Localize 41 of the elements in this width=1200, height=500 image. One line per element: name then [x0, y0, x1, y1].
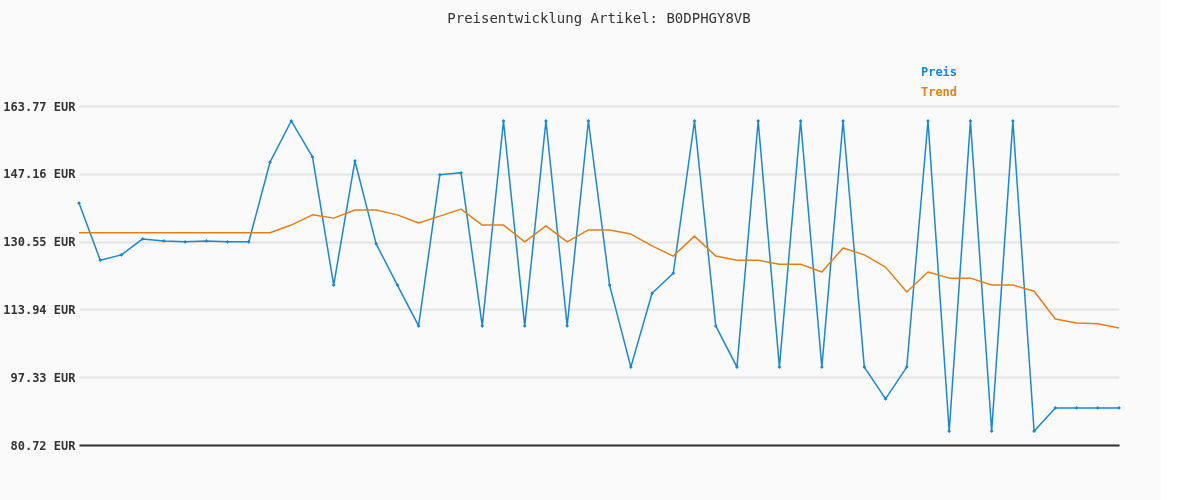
y-tick-label: 97.33 EUR [10, 370, 77, 385]
point [480, 324, 485, 328]
point [1074, 406, 1079, 410]
line-series [77, 119, 1121, 434]
point [310, 155, 315, 159]
point [1053, 406, 1058, 410]
y-tick-label: 113.94 EUR [3, 302, 77, 317]
point [798, 119, 803, 123]
point [268, 160, 272, 165]
point [883, 397, 888, 401]
point [395, 283, 400, 287]
point [650, 291, 654, 296]
y-tick-label: 130.55 EUR [3, 235, 77, 250]
point [989, 429, 994, 434]
point [968, 119, 973, 123]
point [862, 365, 867, 369]
point [607, 283, 612, 287]
text: Trend [920, 85, 958, 99]
point [1095, 406, 1100, 410]
point [501, 119, 506, 123]
line-series [78, 208, 1120, 329]
point [692, 119, 697, 123]
y-tick-label: 147.16 EUR [3, 167, 77, 182]
chart-title: Preisentwicklung Artikel: B0DPHGY8VB [447, 10, 751, 26]
point [756, 119, 761, 123]
y-tick-label: 163.77 EUR [3, 99, 77, 114]
point [225, 239, 230, 244]
point [140, 237, 145, 241]
point [416, 324, 421, 328]
point [586, 119, 591, 123]
point [119, 253, 124, 257]
point [522, 324, 527, 328]
text: Preis [920, 65, 958, 79]
point [904, 365, 909, 369]
point [777, 365, 782, 369]
point [204, 239, 209, 243]
y-tick-label: 80.72 EUR [10, 438, 77, 453]
point [713, 324, 718, 328]
point [331, 283, 336, 287]
point [289, 119, 294, 123]
point [459, 170, 463, 175]
